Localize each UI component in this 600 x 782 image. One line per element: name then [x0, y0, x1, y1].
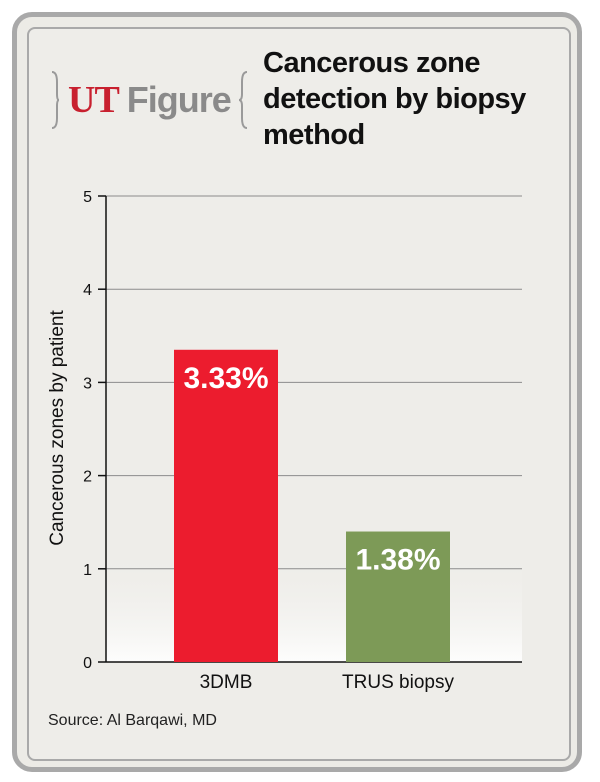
title-line: method: [263, 119, 365, 151]
title-line: detection by biopsy: [263, 83, 526, 115]
brand-figure: Figure: [126, 79, 232, 120]
data-label: 1.38%: [355, 544, 440, 577]
plot-background: [106, 550, 522, 662]
y-tick-label: 3: [83, 375, 92, 392]
right-bracket-icon: [238, 71, 247, 129]
x-tick-label: 3DMB: [200, 672, 253, 693]
data-label: 3.33%: [183, 362, 268, 395]
bar: [346, 531, 450, 662]
brand-ut: UT: [68, 79, 120, 121]
y-tick-label: 0: [83, 655, 92, 672]
y-axis-label: Cancerous zones by patient: [47, 310, 68, 546]
y-tick-label: 1: [83, 562, 92, 579]
title-line: Cancerous zone: [263, 47, 481, 79]
y-tick-label: 5: [83, 189, 92, 206]
chart-title: Cancerous zone detection by biopsy metho…: [263, 45, 563, 153]
y-tick-label: 2: [83, 469, 92, 486]
bar: [174, 349, 278, 662]
ut-figure-logo: UT Figure: [50, 70, 249, 130]
y-tick-label: 4: [83, 282, 92, 299]
x-tick-label: TRUS biopsy: [342, 672, 454, 693]
source-note: Source: Al Barqawi, MD: [48, 712, 217, 729]
left-bracket-icon: [51, 71, 60, 129]
